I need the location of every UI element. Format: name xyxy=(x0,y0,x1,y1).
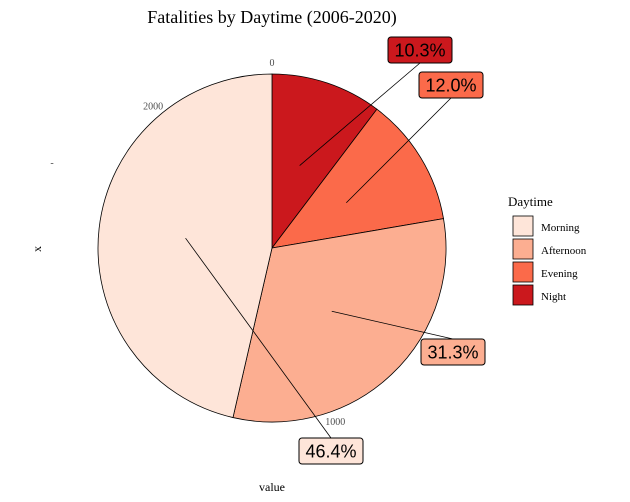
leader-line xyxy=(346,97,452,204)
legend-label: Evening xyxy=(541,268,578,280)
angle-tick-2000: 2000 xyxy=(143,101,163,112)
data-label-box xyxy=(387,36,453,64)
angle-ticks: 0 1000 2000 xyxy=(143,58,345,428)
pie-slices xyxy=(97,73,447,423)
slice-labels: 10.3% 12.0% 31.3% 46.4% xyxy=(185,36,486,465)
slice-afternoon xyxy=(232,218,447,423)
leader-line xyxy=(299,62,421,166)
leader-line xyxy=(185,237,332,439)
data-label: 31.3% xyxy=(427,343,478,363)
angle-tick-1000: 1000 xyxy=(325,417,345,428)
data-label: 12.0% xyxy=(425,76,476,96)
x-axis-label: value xyxy=(259,480,285,494)
y-axis-label: x xyxy=(30,246,44,252)
legend-key xyxy=(512,261,534,283)
slice-morning xyxy=(97,73,273,419)
data-label: 46.4% xyxy=(305,442,356,462)
data-label-box xyxy=(298,437,364,465)
data-label-box xyxy=(418,71,484,99)
legend-key xyxy=(512,238,534,260)
legend-label: Afternoon xyxy=(541,245,587,257)
leader-line xyxy=(331,310,454,340)
angle-tick-0: 0 xyxy=(270,58,275,69)
data-label-box xyxy=(420,338,486,366)
chart-title: Fatalities by Daytime (2006-2020) xyxy=(147,7,396,28)
legend-title: Daytime xyxy=(508,194,553,209)
legend-key xyxy=(512,215,534,237)
y-axis-tick-label: - xyxy=(50,158,53,169)
slice-evening xyxy=(271,108,444,249)
legend-label: Night xyxy=(541,291,566,303)
data-label: 10.3% xyxy=(394,41,445,61)
slice-night xyxy=(271,73,378,250)
legend: Daytime Morning Afternoon Evening Night xyxy=(508,194,587,306)
legend-label: Morning xyxy=(541,222,580,234)
legend-key xyxy=(512,284,534,306)
